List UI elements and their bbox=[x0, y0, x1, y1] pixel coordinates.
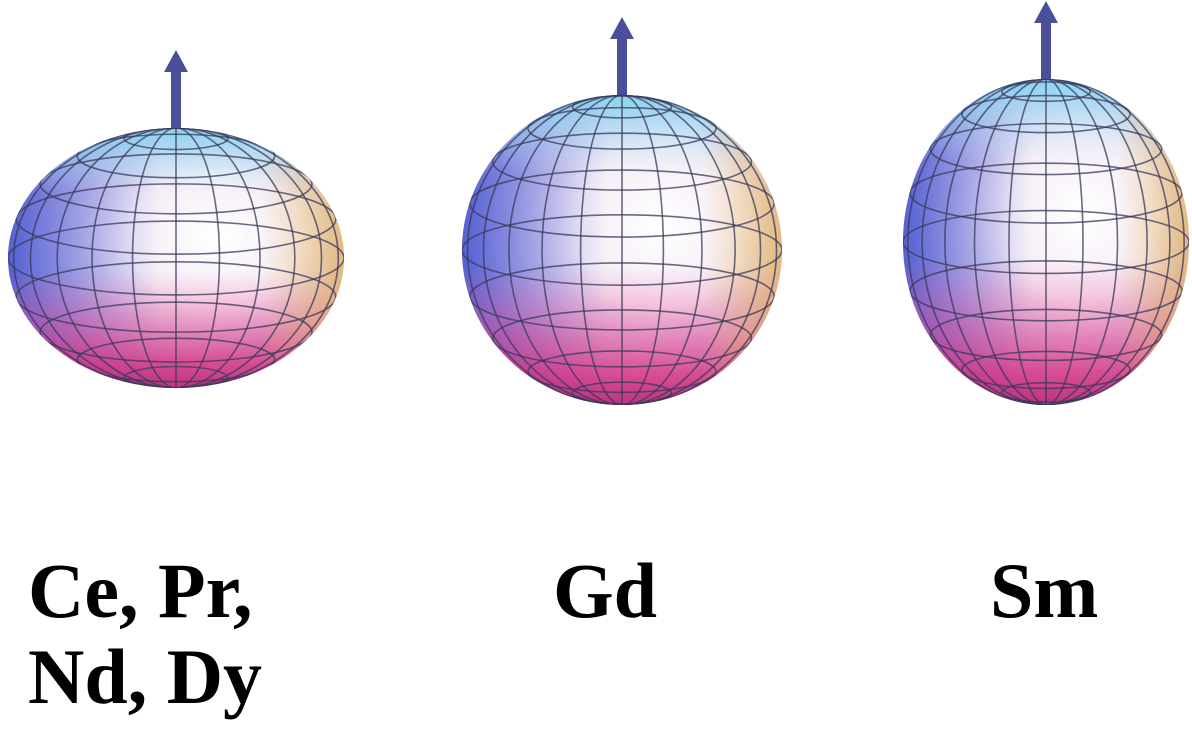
label-line: Nd, Dy bbox=[28, 633, 263, 720]
longitude-line bbox=[621, 95, 736, 405]
label-gd: Gd bbox=[553, 548, 657, 634]
longitude-line bbox=[175, 128, 323, 388]
longitude-line bbox=[579, 95, 623, 405]
longitude-line bbox=[29, 128, 177, 388]
longitude-line bbox=[1045, 79, 1185, 405]
orbital-prolate bbox=[903, 1, 1189, 405]
longitude-line bbox=[541, 95, 623, 405]
orbital-grid bbox=[8, 128, 344, 388]
arrow-up-icon bbox=[610, 17, 634, 39]
longitude-line bbox=[508, 95, 623, 405]
label-ce-pr-nd-dy: Ce, Pr, Nd, Dy bbox=[28, 548, 262, 720]
longitude-line bbox=[175, 128, 339, 388]
longitude-line bbox=[175, 128, 261, 388]
longitude-line bbox=[13, 128, 177, 388]
label-line: Ce, Pr, bbox=[28, 547, 253, 634]
arrow-up-icon bbox=[164, 50, 188, 72]
orbital-grid bbox=[903, 79, 1189, 405]
longitude-line bbox=[621, 95, 665, 405]
longitude-line bbox=[1045, 79, 1148, 405]
label-sm: Sm bbox=[990, 548, 1098, 634]
longitude-line bbox=[175, 128, 221, 388]
longitude-line bbox=[91, 128, 177, 388]
longitude-line bbox=[131, 128, 177, 388]
arrow-shaft bbox=[617, 37, 627, 97]
arrow-up-icon bbox=[1034, 1, 1058, 23]
orbital-oblate bbox=[8, 50, 344, 388]
longitude-line bbox=[973, 79, 1047, 405]
longitude-line bbox=[621, 95, 703, 405]
longitude-line bbox=[482, 95, 623, 405]
arrow-shaft bbox=[171, 70, 181, 130]
longitude-line bbox=[621, 95, 778, 405]
longitude-line bbox=[1045, 79, 1171, 405]
orbital-grid bbox=[462, 95, 782, 405]
longitude-line bbox=[1045, 79, 1084, 405]
longitude-line bbox=[466, 95, 623, 405]
label-line: Sm bbox=[990, 547, 1099, 634]
longitude-line bbox=[921, 79, 1047, 405]
arrow-shaft bbox=[1041, 21, 1051, 81]
longitude-line bbox=[1008, 79, 1047, 405]
label-line: Gd bbox=[553, 547, 658, 634]
longitude-line bbox=[1045, 79, 1119, 405]
longitude-line bbox=[944, 79, 1047, 405]
longitude-line bbox=[621, 95, 762, 405]
longitude-line bbox=[56, 128, 177, 388]
longitude-line bbox=[175, 128, 296, 388]
orbital-spherical bbox=[462, 17, 782, 405]
longitude-line bbox=[907, 79, 1047, 405]
